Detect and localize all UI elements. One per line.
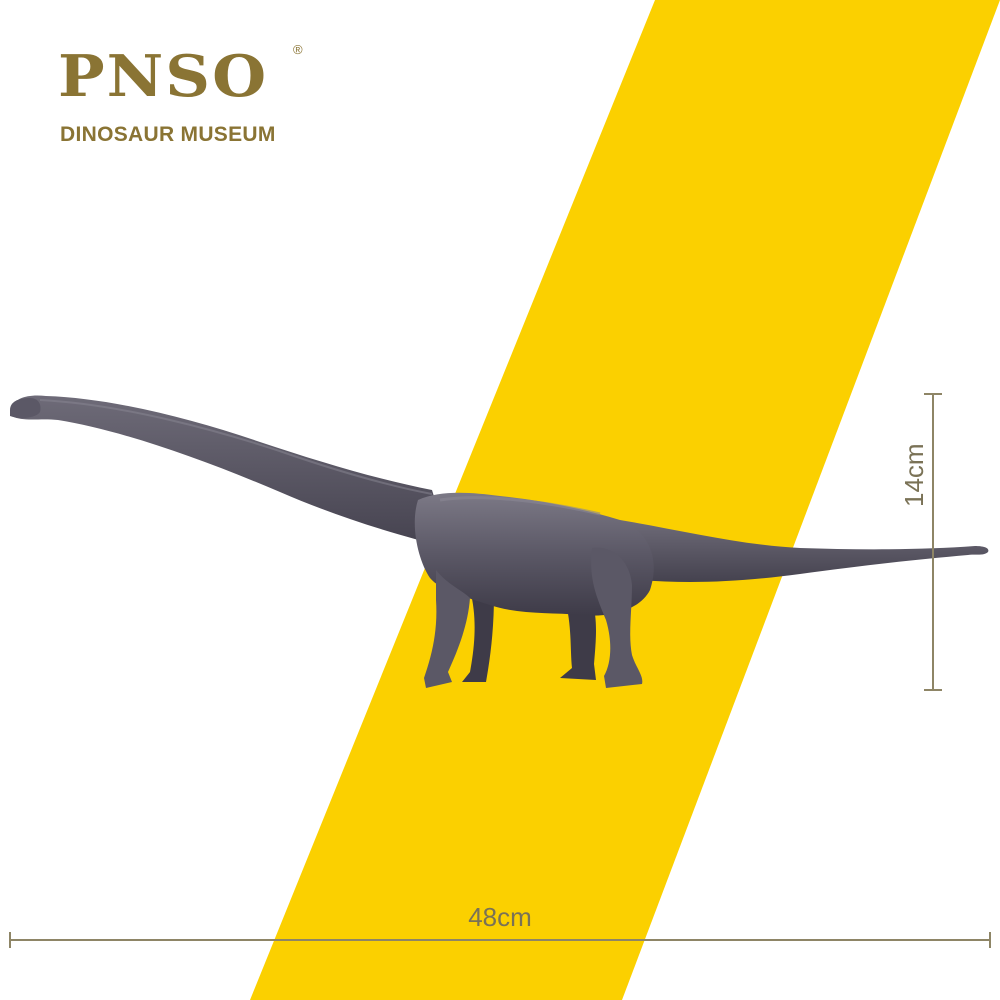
registered-mark: ® [293,42,303,57]
brand-subtitle: DINOSAUR MUSEUM [60,123,276,146]
height-dimension-line [924,393,942,691]
neck-highlight [39,399,433,495]
height-dimension-label: 14cm [899,443,929,507]
near-front-leg [424,570,470,688]
far-hind-leg [560,600,596,680]
dinosaur-neck [12,395,450,548]
far-front-leg [462,590,494,682]
dinosaur-tail [620,520,989,582]
brand-logo-wordmark: PNSO [58,42,269,110]
near-hind-leg [591,547,643,688]
length-dimension-label: 48cm [468,902,532,932]
dinosaur-head [10,398,41,419]
back-highlight [439,496,601,516]
length-dimension-line [9,932,991,948]
